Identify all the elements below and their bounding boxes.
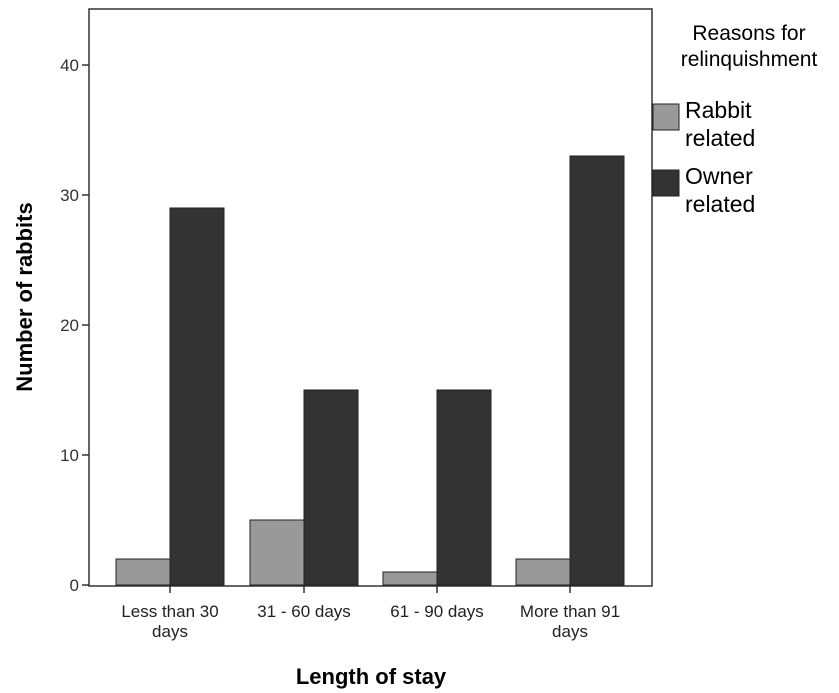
y-axis-title: Number of rabbits — [12, 202, 37, 391]
x-tick-label: 61 - 90 days — [390, 602, 484, 621]
y-tick-label: 20 — [60, 316, 79, 335]
x-axis: Less than 30 days 31 - 60 days 61 - 90 days… — [121, 586, 620, 641]
bar-owner-related — [569, 155, 625, 586]
bars — [115, 155, 625, 586]
legend-swatch-rabbit-related — [652, 103, 680, 131]
x-tick-label: More than 91 days — [520, 602, 620, 641]
legend-swatch-owner-related — [652, 169, 680, 197]
y-tick-label: 10 — [60, 446, 79, 465]
bar-owner-related — [169, 207, 225, 586]
bar-rabbit-related — [115, 558, 171, 586]
legend: Reasons for relinquishment Rabbit related Ow… — [652, 22, 818, 217]
y-tick-label: 40 — [60, 56, 79, 75]
legend-title: Reasons for relinquishment — [681, 22, 818, 71]
bar-owner-related — [303, 389, 359, 586]
x-tick-label: 31 - 60 days — [257, 602, 351, 621]
y-tick-label: 0 — [70, 576, 79, 595]
x-axis-title: Length of stay — [296, 664, 447, 689]
bar-rabbit-related — [249, 519, 305, 586]
legend-label-rabbit-related: Rabbit related — [685, 97, 755, 151]
bar-owner-related — [436, 389, 492, 586]
bar-rabbit-related — [382, 571, 438, 586]
legend-label-owner-related: Owner related — [685, 163, 755, 217]
bar-rabbit-related — [515, 558, 571, 586]
y-axis: 0 10 20 30 40 — [60, 56, 89, 595]
x-tick-label: Less than 30 days — [121, 602, 218, 641]
y-tick-label: 30 — [60, 186, 79, 205]
